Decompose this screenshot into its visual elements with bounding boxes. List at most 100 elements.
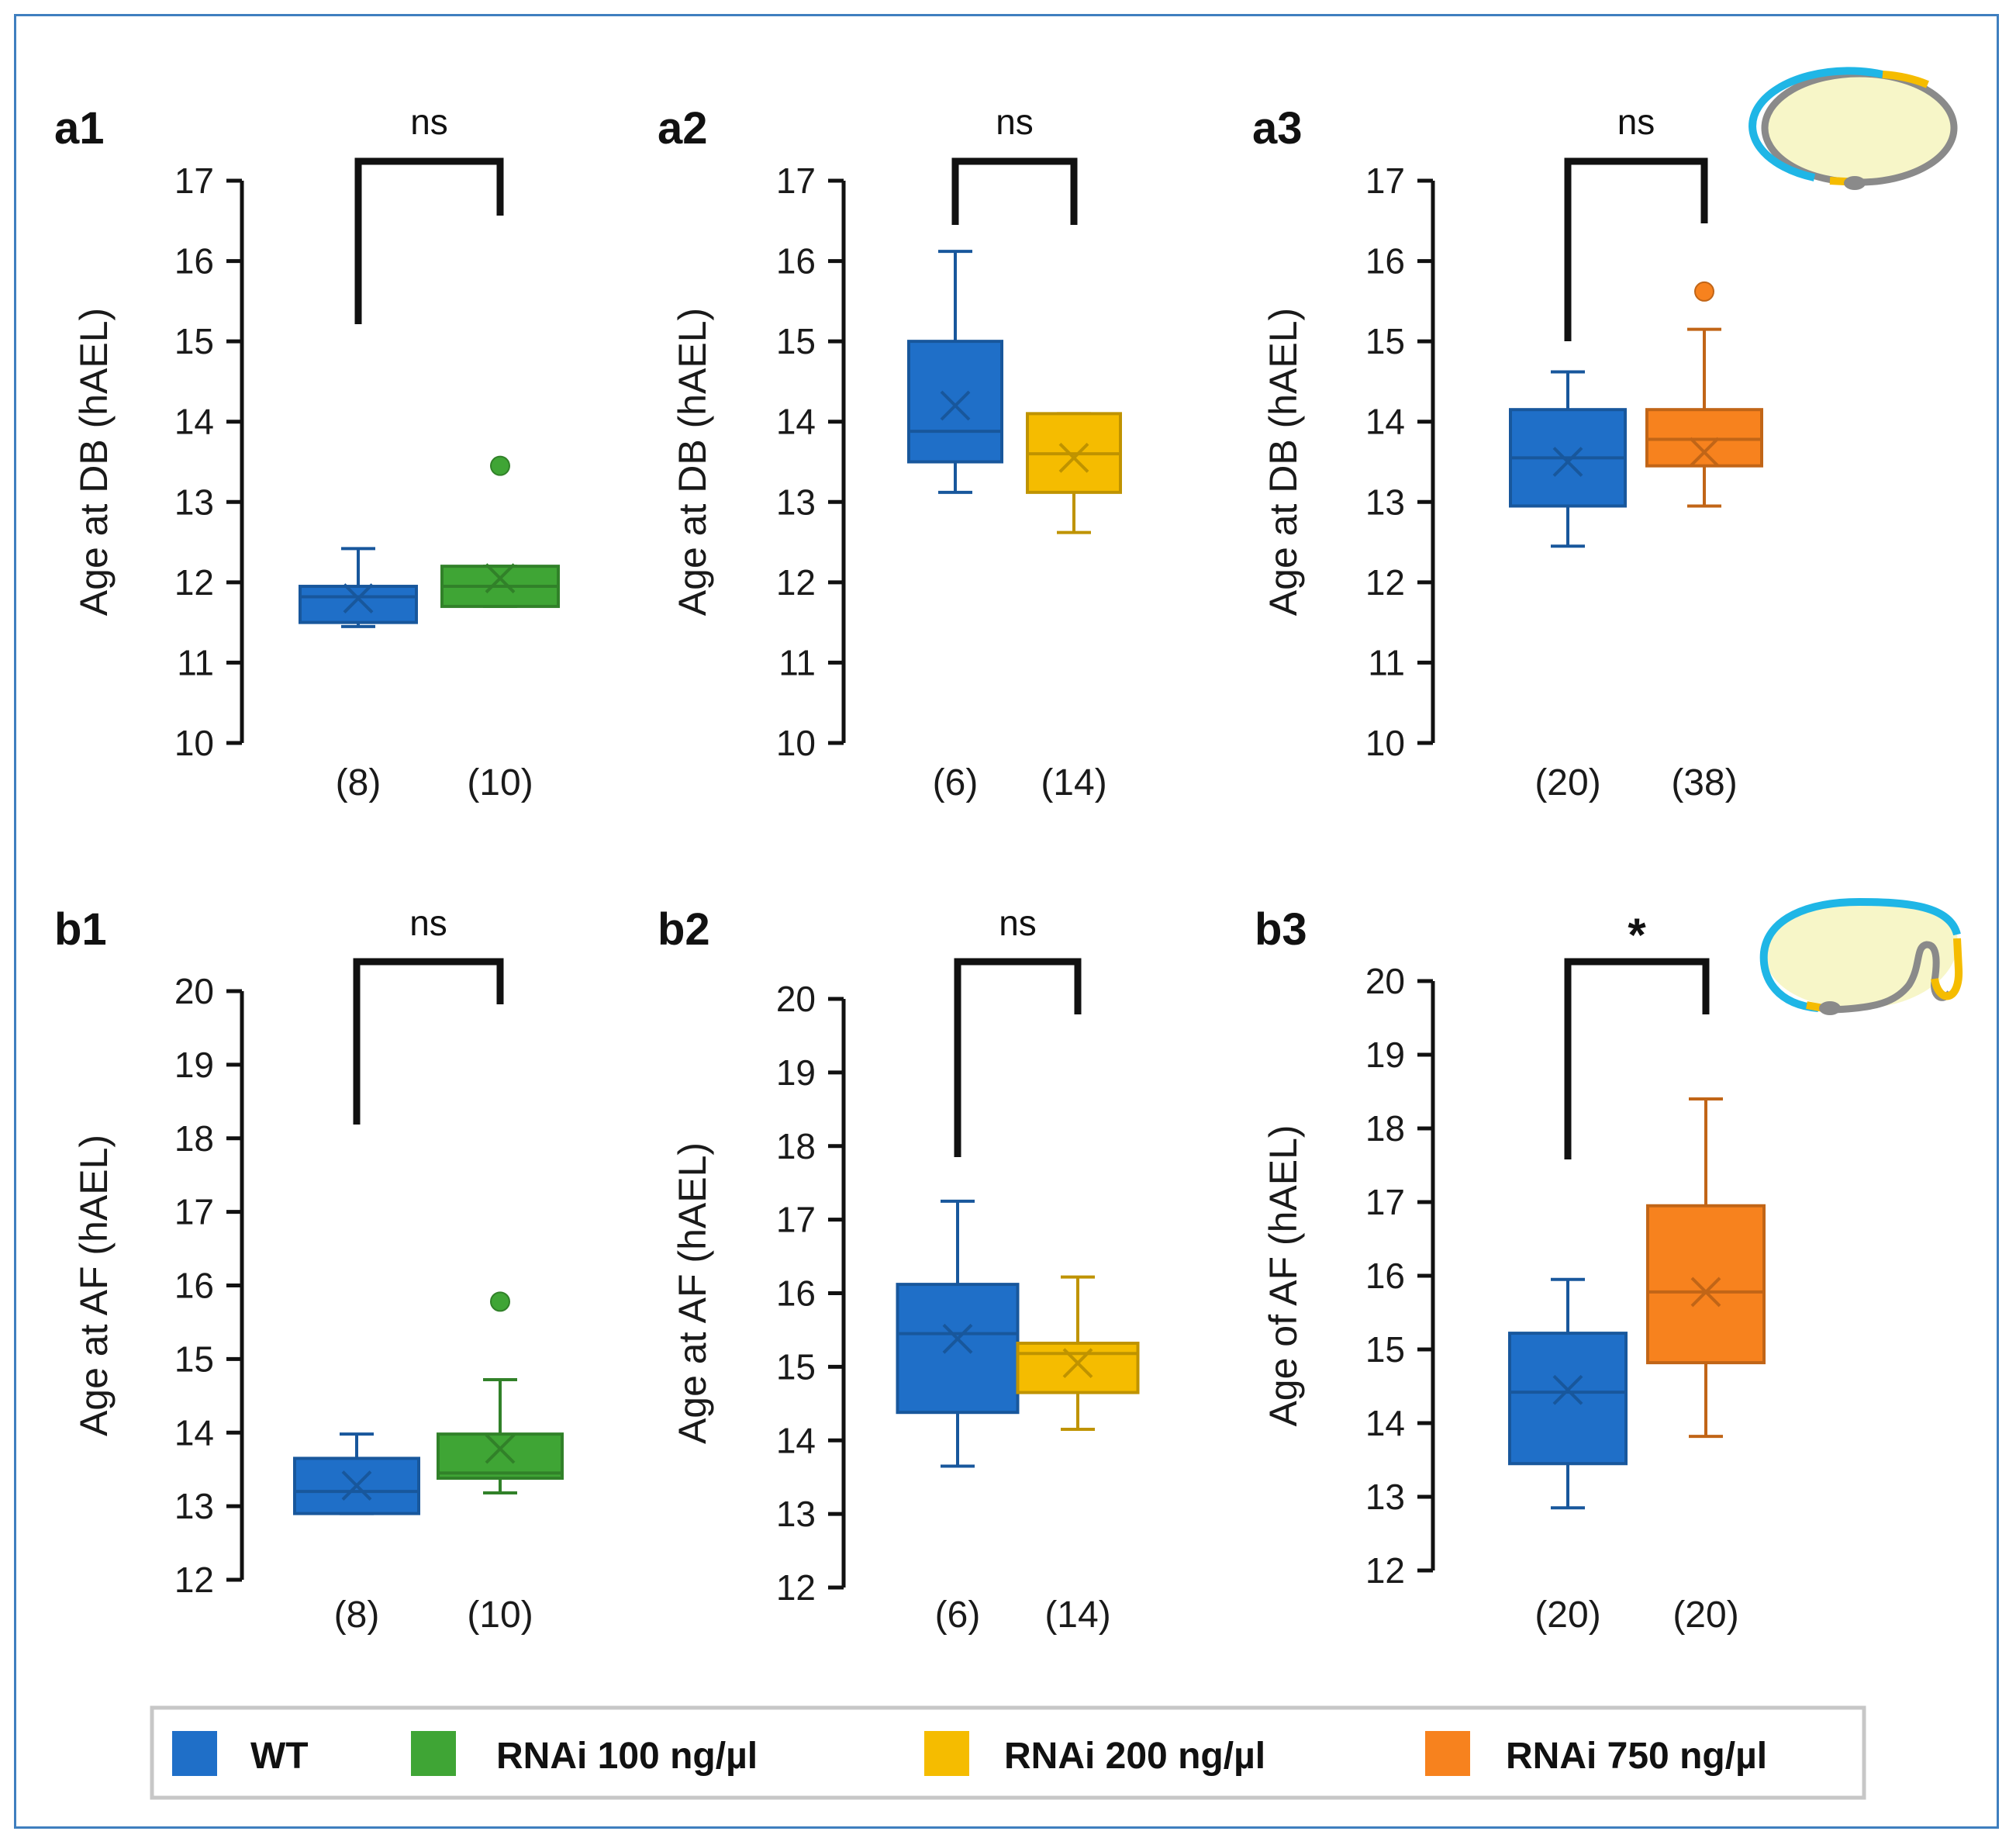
y-tick-label: 14 <box>174 402 214 442</box>
y-tick-label: 15 <box>1365 1329 1405 1370</box>
box-b3-rnai <box>1646 1097 1766 1439</box>
embryo-schematic-a <box>1748 67 1958 190</box>
n-label: (20) <box>1534 1595 1600 1636</box>
n-label: (8) <box>334 1595 380 1636</box>
significance-bracket <box>354 157 504 324</box>
box-iqr <box>896 1283 1020 1415</box>
outlier-point <box>1694 281 1714 302</box>
y-tick-label: 13 <box>1365 1477 1405 1517</box>
n-label: (20) <box>1534 762 1600 803</box>
y-tick-label: 11 <box>177 642 214 682</box>
y-tick-label: 15 <box>776 321 816 361</box>
panel-label: a2 <box>658 103 708 154</box>
mean-marker <box>1552 447 1583 477</box>
n-label: (10) <box>467 1595 533 1636</box>
legend-swatch-rnai-750 <box>1425 1731 1470 1776</box>
n-label: (14) <box>1044 1595 1110 1636</box>
legend-swatch-rnai-100 <box>411 1731 456 1776</box>
n-label: (8) <box>336 762 381 803</box>
box-iqr <box>907 340 1003 464</box>
y-tick-label: 18 <box>1365 1108 1405 1149</box>
y-tick-label: 15 <box>174 1339 214 1379</box>
box-b2-wt <box>896 1199 1020 1468</box>
y-tick-label: 14 <box>776 402 816 442</box>
y-tick-label: 16 <box>1365 241 1405 282</box>
panel-b1: b1 12 13 14 15 16 17 18 19 20 Age at AF (hAEL) ns (8… <box>54 903 564 1636</box>
box-iqr <box>299 585 418 624</box>
y-tick-label: 12 <box>776 1567 816 1608</box>
outlier-point <box>490 1291 510 1312</box>
y-tick-label: 16 <box>776 241 816 282</box>
legend-swatch-rnai-200 <box>924 1731 969 1776</box>
y-tick-label: 17 <box>174 161 214 201</box>
box-iqr <box>1645 408 1763 468</box>
box-a1-wt <box>299 547 418 628</box>
n-label: (20) <box>1673 1595 1738 1636</box>
n-label: (14) <box>1041 762 1106 803</box>
y-tick-label: 10 <box>174 723 214 763</box>
box-iqr <box>1016 1342 1140 1394</box>
y-tick-label: 12 <box>1365 1550 1405 1591</box>
box-a3-rnai <box>1645 281 1763 508</box>
y-tick-label: 18 <box>174 1118 214 1159</box>
significance-label: ns <box>996 102 1034 142</box>
mean-marker <box>485 1433 516 1464</box>
y-tick-label: 15 <box>174 321 214 361</box>
y-tick-label: 12 <box>174 1560 214 1600</box>
y-tick-label: 15 <box>776 1346 816 1387</box>
legend-swatch-wt <box>172 1731 217 1776</box>
n-label: (6) <box>935 1595 981 1636</box>
panel-label: b2 <box>658 904 710 955</box>
legend-label-rnai-750: RNAi 750 ng/µl <box>1506 1736 1767 1777</box>
y-tick-label: 17 <box>776 1200 816 1240</box>
mean-marker <box>341 1470 372 1501</box>
y-tick-label: 20 <box>1365 961 1405 1001</box>
y-tick-label: 17 <box>1365 1182 1405 1222</box>
y-tick-label: 14 <box>174 1412 214 1453</box>
panel-a2: a2 10 11 12 13 14 15 16 17 Age at DB (hAEL) ns (6) (… <box>658 102 1122 803</box>
y-tick-label: 11 <box>778 642 816 682</box>
mean-marker <box>940 390 971 421</box>
significance-bracket <box>951 157 1078 225</box>
y-tick-label: 11 <box>1368 642 1405 682</box>
panel-label: a3 <box>1252 103 1303 154</box>
y-tick-label: 16 <box>174 1266 214 1306</box>
significance-bracket <box>1564 157 1708 341</box>
y-tick-label: 13 <box>776 1494 816 1534</box>
y-tick-label: 20 <box>174 971 214 1011</box>
y-tick-label: 15 <box>1365 321 1405 361</box>
mean-marker <box>1689 437 1720 468</box>
y-tick-label: 17 <box>174 1192 214 1232</box>
mean-marker <box>485 563 516 594</box>
legend: WT RNAi 100 ng/µl RNAi 200 ng/µl RNAi 75… <box>150 1705 1866 1800</box>
panel-a1: a1 10 11 12 13 14 15 16 17 Age at DB (hAEL) ns (8) (… <box>54 102 560 803</box>
box-b3-wt <box>1508 1277 1628 1510</box>
y-tick-label: 13 <box>1365 482 1405 522</box>
y-axis-label: Age at DB (hAEL) <box>1262 308 1305 616</box>
y-axis-label: Age at AF (hAEL) <box>72 1135 116 1436</box>
panel-label: b1 <box>54 904 107 955</box>
significance-label: ns <box>999 903 1037 943</box>
y-tick-label: 14 <box>1365 1403 1405 1443</box>
figure-frame <box>14 14 1999 1829</box>
box-a2-rnai <box>1026 412 1122 534</box>
y-tick-label: 13 <box>174 1486 214 1526</box>
box-a2-wt <box>907 250 1003 494</box>
panel-a3: a3 10 11 12 13 14 15 16 17 Age at DB (hAEL) ns (20)… <box>1252 102 1763 803</box>
y-tick-label: 13 <box>776 482 816 522</box>
mean-marker <box>343 583 374 613</box>
legend-label-wt: WT <box>250 1736 309 1777</box>
mean-marker <box>1552 1374 1583 1405</box>
y-tick-label: 19 <box>174 1045 214 1085</box>
box-b1-rnai <box>437 1291 564 1495</box>
y-tick-label: 18 <box>776 1126 816 1166</box>
significance-label: ns <box>409 903 447 943</box>
significance-label: * <box>1628 909 1646 961</box>
n-label: (10) <box>467 762 533 803</box>
y-axis-label: Age at AF (hAEL) <box>671 1142 714 1444</box>
y-tick-label: 16 <box>174 241 214 282</box>
y-tick-label: 20 <box>776 979 816 1019</box>
significance-label: ns <box>1617 102 1655 142</box>
box-b1-wt <box>293 1432 420 1515</box>
